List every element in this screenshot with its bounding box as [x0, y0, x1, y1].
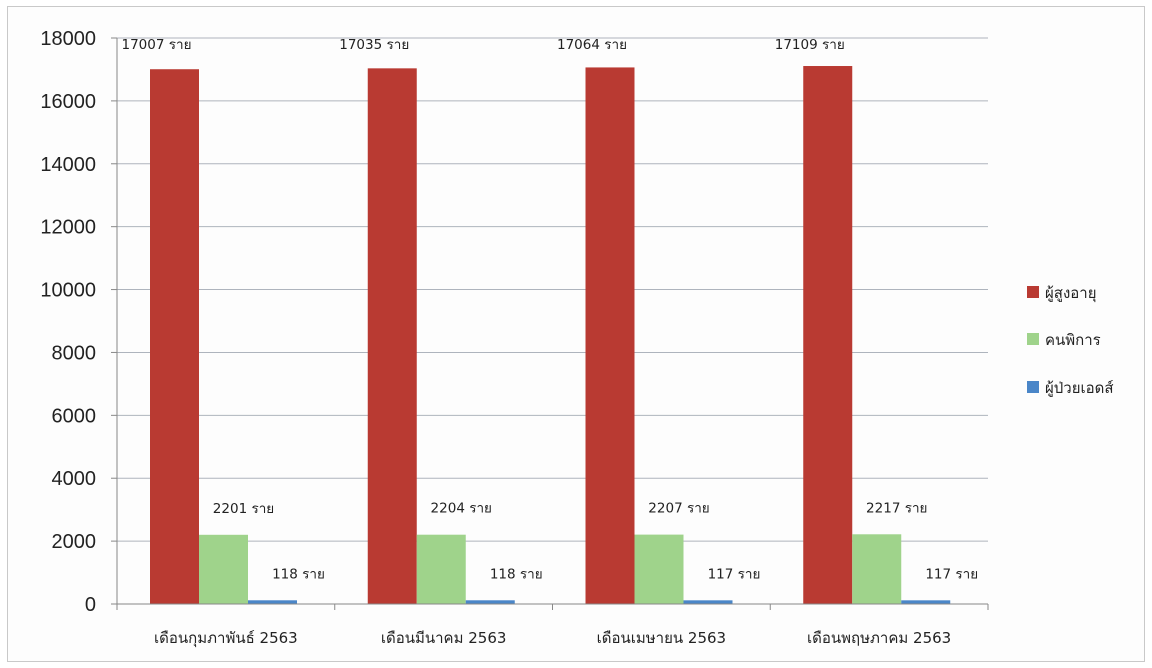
data-label: 117 ราย — [925, 566, 978, 582]
data-label: 117 ราย — [708, 566, 761, 582]
bar-elderly — [367, 68, 417, 605]
data-label: 118 ราย — [272, 566, 325, 582]
bar-elderly — [585, 67, 635, 604]
bar-disabled — [634, 534, 684, 604]
legend-label: คนพิการ — [1045, 331, 1101, 349]
y-tick-label: 0 — [85, 594, 96, 616]
bar-disabled — [852, 534, 902, 604]
y-tick-label: 12000 — [40, 217, 96, 239]
y-tick-label: 18000 — [40, 28, 96, 50]
legend-label: ผู้สูงอายุ — [1045, 284, 1097, 303]
y-tick-label: 4000 — [52, 468, 97, 490]
y-tick-label: 16000 — [40, 91, 96, 113]
x-category-label: เดือนมีนาคม 2563 — [381, 629, 507, 647]
data-label: 17007 ราย — [122, 37, 192, 53]
bar-aids — [248, 600, 297, 604]
y-tick-label: 6000 — [52, 405, 97, 427]
data-label: 2204 ราย — [431, 501, 492, 517]
bar-aids — [901, 600, 951, 604]
legend-swatch — [1027, 381, 1039, 393]
y-tick-label: 8000 — [52, 342, 97, 364]
data-label: 118 ราย — [490, 566, 543, 582]
data-label: 2217 ราย — [866, 500, 927, 516]
x-category-label: เดือนกุมภาพันธ์ 2563 — [154, 629, 298, 648]
data-label: 2201 ราย — [213, 501, 274, 517]
bar-disabled — [416, 534, 466, 604]
gridlines — [117, 37, 988, 542]
bar-aids — [465, 600, 515, 604]
y-tick-label: 14000 — [40, 154, 96, 176]
x-category-label: เดือนเมษายน 2563 — [597, 629, 726, 647]
data-label: 17109 ราย — [775, 37, 845, 53]
legend-label: ผู้ป่วยเอดส์ — [1045, 379, 1114, 397]
y-axis: 0 2000 4000 6000 8000 10000 12000 14000 16000 180… — [40, 28, 118, 616]
y-tick-label: 10000 — [40, 280, 96, 302]
bar-aids — [683, 600, 733, 604]
y-tick-label: 2000 — [52, 531, 97, 553]
bar-elderly — [803, 66, 853, 605]
x-category-label: เดือนพฤษภาคม 2563 — [807, 629, 951, 647]
bar-elderly — [150, 69, 199, 604]
bar-disabled — [199, 534, 248, 604]
data-labels: 17007 ราย 2201 ราย 118 ราย 17035 ราย 2204 รา… — [122, 37, 979, 582]
legend-swatch — [1027, 333, 1039, 345]
legend-swatch — [1027, 286, 1039, 298]
data-label: 17035 ราย — [339, 37, 409, 53]
bars — [150, 66, 951, 605]
data-label: 2207 ราย — [648, 501, 709, 517]
data-label: 17064 ราย — [557, 37, 627, 53]
x-axis: เดือนกุมภาพันธ์ 2563 เดือนมีนาคม 2563 เดือ… — [116, 603, 989, 648]
